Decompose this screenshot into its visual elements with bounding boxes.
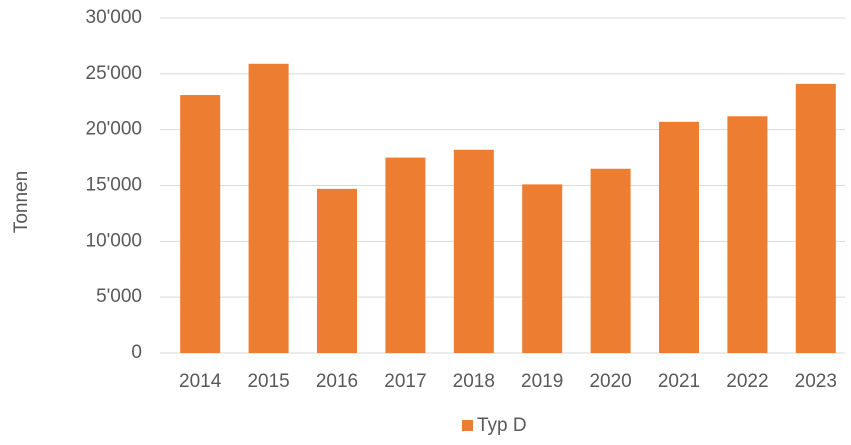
bar: [659, 121, 699, 353]
x-tick-label: 2016: [316, 371, 358, 392]
bar: [727, 116, 768, 354]
bar: [385, 157, 426, 353]
bar: [317, 188, 357, 353]
x-tick-label: 2014: [179, 371, 222, 392]
y-axis-label: Tonnen: [11, 171, 32, 233]
y-tick-label: 5'000: [96, 286, 142, 307]
x-tick-label: 2018: [453, 371, 495, 392]
bar: [590, 168, 631, 353]
legend-swatch: [462, 420, 473, 431]
y-tick-label: 30'000: [86, 7, 142, 28]
y-tick-label: 15'000: [86, 175, 142, 196]
y-tick-label: 10'000: [86, 230, 142, 251]
bar: [795, 83, 836, 353]
y-tick-label: 0: [131, 342, 142, 363]
y-tick-label: 20'000: [86, 119, 142, 140]
x-tick-label: 2020: [589, 371, 631, 392]
bar: [522, 184, 563, 353]
y-tick-label: 25'000: [86, 63, 142, 84]
x-tick-label: 2021: [658, 371, 700, 392]
x-tick-label: 2022: [726, 371, 768, 392]
bar: [180, 95, 221, 354]
x-tick-label: 2019: [521, 371, 563, 392]
bar: [248, 63, 289, 354]
x-tick-label: 2017: [384, 371, 426, 392]
legend-label: Typ D: [477, 415, 527, 436]
bar: [453, 149, 494, 353]
x-tick-label: 2023: [795, 371, 837, 392]
x-tick-label: 2015: [247, 371, 289, 392]
